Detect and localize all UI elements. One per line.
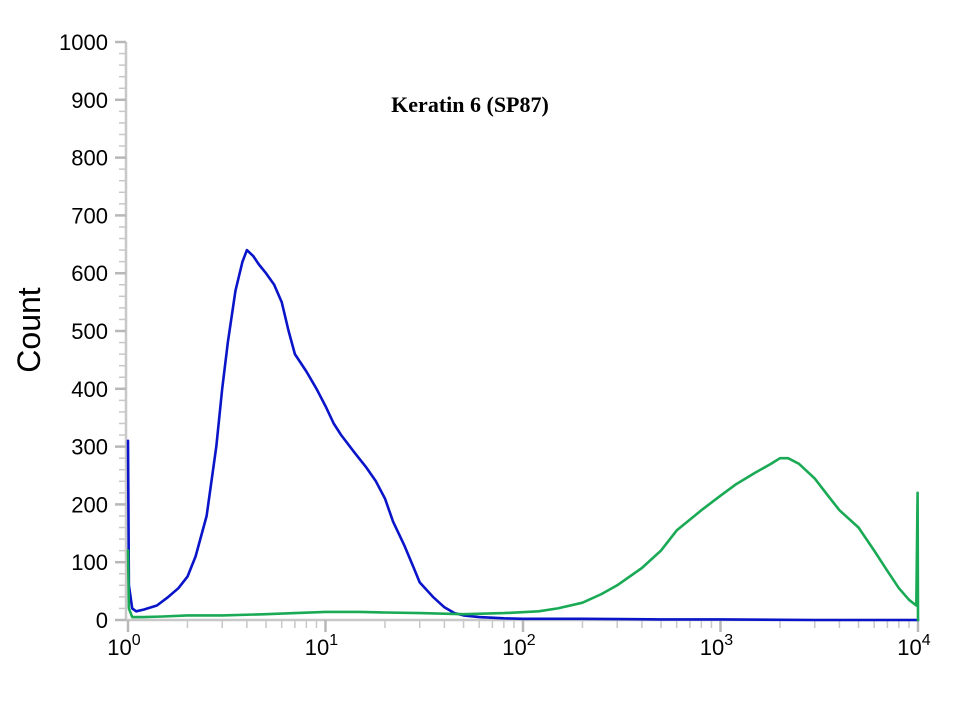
y-axis-title: Count: [11, 287, 47, 373]
axes: [124, 42, 918, 622]
y-tick-label: 800: [71, 146, 108, 171]
x-tick-label: 100: [107, 632, 140, 660]
series-line-2: [126, 456, 920, 622]
series-line-1: [126, 248, 920, 622]
x-tick-label: 104: [897, 632, 930, 660]
y-tick-label: 100: [71, 550, 108, 575]
x-tick-labels: 100 101 102 103 104: [107, 632, 930, 660]
y-tick-label: 0: [96, 608, 108, 633]
y-tick-labels: 0 100 200 300 400 500 600 700 800 900 1000: [59, 30, 108, 633]
x-tick-label: 101: [305, 632, 338, 660]
y-tick-label: 400: [71, 377, 108, 402]
y-tick-label: 300: [71, 435, 108, 460]
tick-marks: [115, 40, 920, 632]
chart-title: Keratin 6 (SP87): [391, 92, 549, 117]
y-tick-label: 600: [71, 261, 108, 286]
y-tick-label: 900: [71, 88, 108, 113]
y-tick-label: 200: [71, 492, 108, 517]
y-tick-label: 1000: [59, 30, 108, 55]
x-tick-label: 103: [700, 632, 733, 660]
x-tick-label: 102: [502, 632, 535, 660]
y-tick-label: 500: [71, 319, 108, 344]
y-tick-label: 700: [71, 203, 108, 228]
series-lines: [126, 248, 920, 622]
